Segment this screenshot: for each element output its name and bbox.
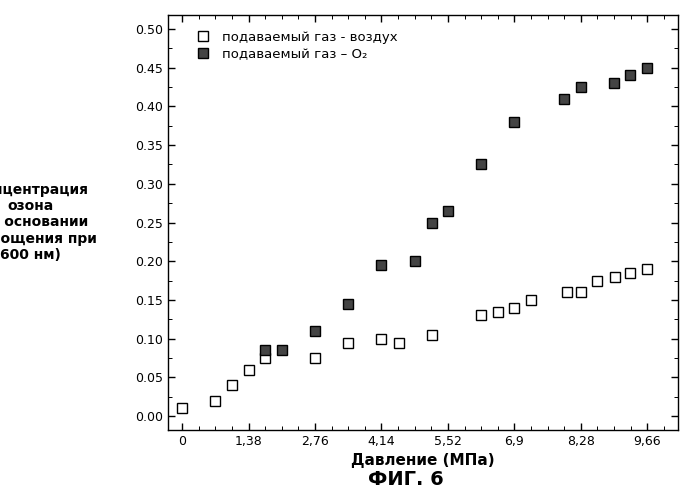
Y-axis label: Концентрация
озона
(на основании
поглощения при
600 нм): Концентрация озона (на основании поглоще…	[0, 183, 97, 262]
X-axis label: Давление (МПа): Давление (МПа)	[351, 454, 495, 468]
Legend: подаваемый газ - воздух, подаваемый газ – O₂: подаваемый газ - воздух, подаваемый газ …	[185, 26, 403, 66]
Text: ФИГ. 6: ФИГ. 6	[368, 470, 443, 489]
